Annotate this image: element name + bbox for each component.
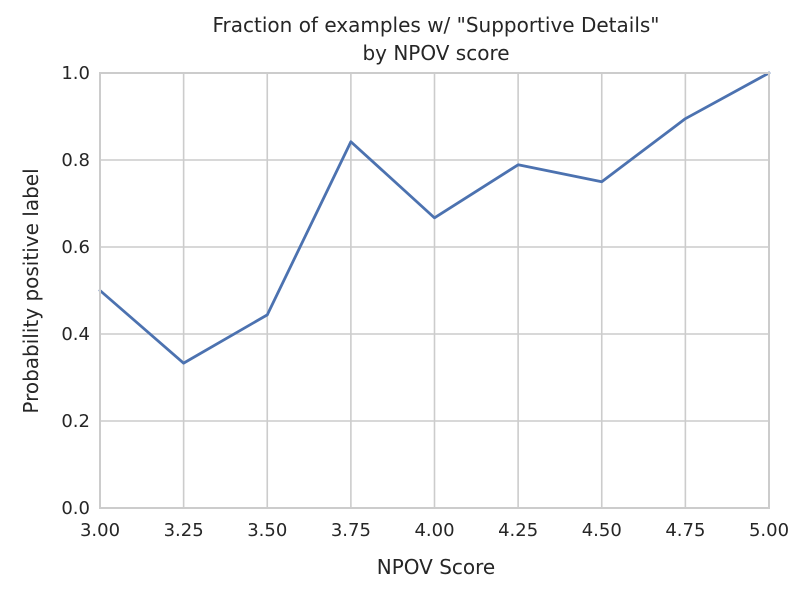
x-tick-label: 4.25 (498, 520, 538, 541)
x-tick-label: 3.75 (331, 520, 371, 541)
x-tick-label: 5.00 (749, 520, 789, 541)
x-tick-label: 4.00 (414, 520, 454, 541)
chart-subtitle: by NPOV score (362, 41, 509, 65)
plot-frame (99, 72, 770, 509)
x-tick-label: 4.75 (665, 520, 705, 541)
x-tick-labels: 3.00 3.25 3.50 3.75 4.00 4.25 4.50 4.75 5.00 (80, 520, 789, 541)
y-tick-label: 0.2 (61, 411, 90, 432)
y-tick-label: 0.0 (61, 498, 90, 519)
x-tick-label: 4.50 (582, 520, 622, 541)
y-tick-label: 1.0 (61, 63, 90, 84)
x-tick-label: 3.25 (164, 520, 204, 541)
series-line (98, 71, 771, 365)
y-tick-label: 0.4 (61, 324, 90, 345)
y-tick-labels: 0.0 0.2 0.4 0.6 0.8 1.0 (61, 63, 90, 519)
y-tick-label: 0.6 (61, 237, 90, 258)
grid (99, 72, 770, 509)
x-axis-label: NPOV Score (377, 555, 495, 579)
x-tick-label: 3.50 (247, 520, 287, 541)
series-layer (98, 71, 771, 365)
x-tick-label: 3.00 (80, 520, 120, 541)
y-tick-label: 0.8 (61, 150, 90, 171)
chart-title: Fraction of examples w/ "Supportive Deta… (213, 13, 660, 37)
y-axis-label: Probability positive label (19, 168, 43, 413)
